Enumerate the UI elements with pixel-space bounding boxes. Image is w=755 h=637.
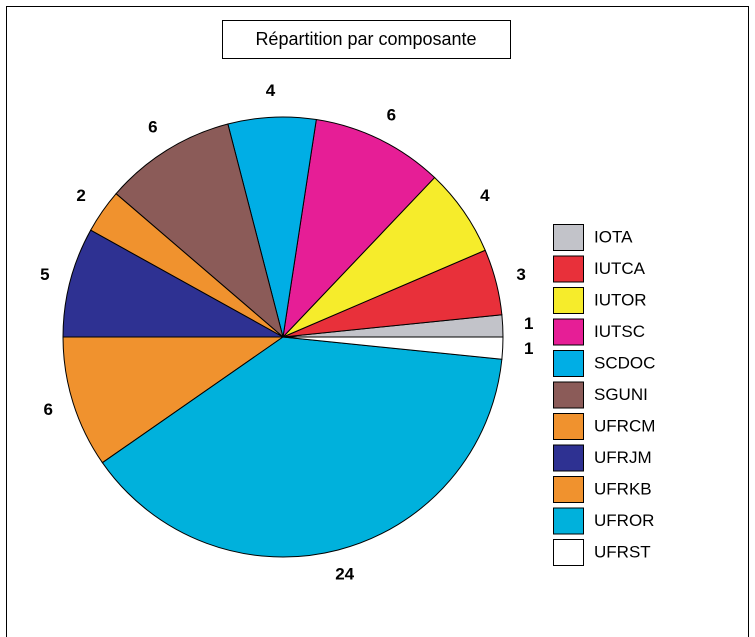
pie-slice — [282, 118, 436, 339]
legend-label: SGUNI — [594, 385, 648, 404]
data-label: 6 — [387, 106, 396, 125]
pie-slice — [115, 123, 284, 339]
legend-label: IOTA — [594, 227, 633, 246]
legend-swatch — [553, 444, 584, 472]
legend-label: IUTSC — [594, 322, 645, 341]
data-label: 6 — [44, 400, 53, 419]
pie-slice — [62, 336, 285, 464]
chart-title: Répartition par composante — [255, 29, 476, 49]
data-label: 5 — [40, 265, 49, 284]
legend-swatch — [553, 287, 584, 314]
data-label: 1 — [524, 339, 533, 358]
legend-swatch — [553, 255, 584, 283]
legend-label: UFRKB — [594, 479, 652, 498]
legend-label: UFROR — [594, 511, 654, 530]
legend-swatch — [553, 507, 584, 535]
legend-label: UFRST — [594, 542, 651, 561]
data-label: 4 — [266, 81, 276, 100]
data-label: 1 — [524, 314, 533, 333]
legend-swatch — [553, 476, 584, 503]
legend-label: IUTCA — [594, 259, 646, 278]
legend-swatch — [553, 350, 584, 377]
legend-swatch — [553, 539, 584, 566]
pie-slice — [101, 336, 503, 558]
pie-slice — [62, 229, 285, 338]
frame — [6, 6, 749, 637]
data-label: 2 — [76, 186, 85, 205]
title-box — [222, 20, 511, 59]
legend-label: UFRJM — [594, 448, 652, 467]
data-label: 3 — [516, 265, 525, 284]
legend-label: SCDOC — [594, 353, 655, 372]
legend-swatch — [553, 381, 584, 409]
data-label: 4 — [480, 186, 490, 205]
legend-label: IUTOR — [594, 290, 647, 309]
legend-swatch — [553, 413, 584, 440]
legend-label: UFRCM — [594, 416, 655, 435]
data-label: 24 — [335, 565, 354, 584]
pie-slice — [282, 336, 504, 360]
legend-swatch — [553, 224, 584, 251]
data-label: 6 — [148, 118, 157, 137]
legend-swatch — [553, 318, 584, 346]
